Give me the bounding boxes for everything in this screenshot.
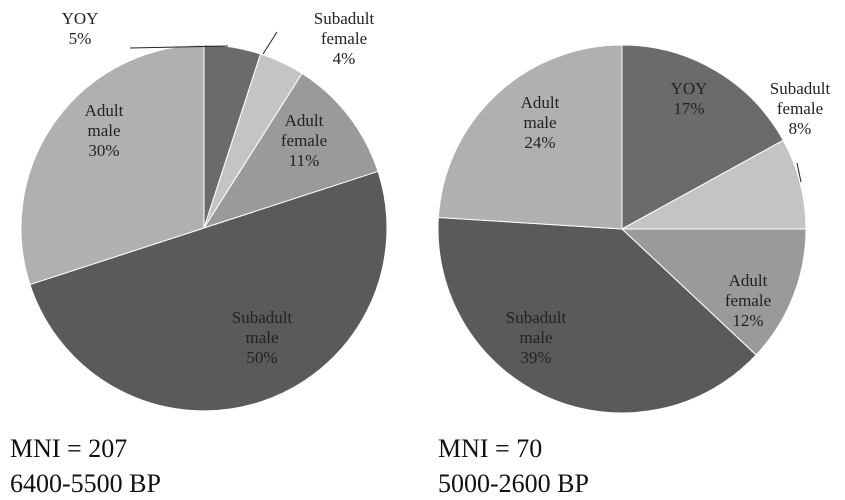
slice-label-line: YOY: [671, 79, 708, 98]
slice-label-line: 39%: [520, 348, 551, 367]
slice-label-line: female: [725, 291, 771, 310]
caption-left-line1: MNI = 207: [10, 434, 127, 463]
slice-label-1-3: Subadult male 39%: [506, 308, 567, 367]
pie-slice-0-3: [29, 170, 388, 412]
slice-label-line: female: [321, 29, 367, 48]
pie-chart-right: YOY 17%Subadult female 8%Adult female 12%Suba…: [437, 44, 831, 414]
slice-label-line: 17%: [673, 99, 704, 118]
pie-chart-left: YOY 5%Subadult female 4%Adult female 11%Subad…: [20, 9, 388, 412]
slice-label-line: 4%: [333, 49, 356, 68]
slice-label-line: Subadult: [232, 308, 293, 327]
slice-label-1-1: Subadult female 8%: [770, 79, 831, 138]
slice-label-line: Subadult: [314, 9, 375, 28]
slice-label-0-1: Subadult female 4%: [314, 9, 375, 68]
slice-label-0-4: Adult male 30%: [85, 101, 124, 160]
slice-label-line: female: [777, 99, 823, 118]
pie-slice-0-4: [20, 44, 205, 286]
slice-label-line: 8%: [789, 119, 812, 138]
pie-slice-1-1: [621, 139, 807, 230]
slice-label-line: 24%: [524, 133, 555, 152]
slice-label-line: Adult: [285, 111, 324, 130]
slice-label-line: male: [245, 328, 278, 347]
caption-right-line2: 5000-2600 BP: [438, 469, 589, 498]
pie-slice-1-0: [621, 44, 784, 230]
slice-label-line: Adult: [521, 93, 560, 112]
slice-label-0-0: YOY 5%: [62, 9, 99, 48]
pie-slice-1-3: [437, 216, 757, 414]
slice-label-line: Subadult: [770, 79, 831, 98]
slice-label-line: 30%: [88, 141, 119, 160]
slice-label-1-0: YOY 17%: [671, 79, 708, 118]
leader-line-0-0: [129, 45, 229, 49]
slice-label-line: 11%: [289, 151, 320, 170]
leader-line-0-1: [262, 31, 278, 55]
pie-slice-0-2: [202, 72, 379, 229]
caption-right-line1: MNI = 70: [438, 434, 542, 463]
slice-label-line: male: [519, 328, 552, 347]
slice-label-0-2: Adult female 11%: [281, 111, 327, 170]
slice-label-line: 50%: [246, 348, 277, 367]
slice-label-line: male: [523, 113, 556, 132]
slice-label-line: 5%: [69, 29, 92, 48]
slice-label-line: YOY: [62, 9, 99, 28]
slice-label-1-2: Adult female 12%: [725, 271, 771, 330]
slice-label-line: male: [87, 121, 120, 140]
slice-label-line: Adult: [85, 101, 124, 120]
leader-line-1-0: [796, 162, 802, 183]
pie-slice-1-2: [620, 228, 807, 356]
slice-label-line: Adult: [729, 271, 768, 290]
slice-label-line: female: [281, 131, 327, 150]
slice-label-line: 12%: [732, 311, 763, 330]
caption-left-line2: 6400-5500 BP: [10, 469, 161, 498]
slice-label-1-4: Adult male 24%: [521, 93, 560, 152]
slice-label-0-3: Subadult male 50%: [232, 308, 293, 367]
slice-label-line: Subadult: [506, 308, 567, 327]
pie-slice-1-4: [437, 44, 623, 230]
